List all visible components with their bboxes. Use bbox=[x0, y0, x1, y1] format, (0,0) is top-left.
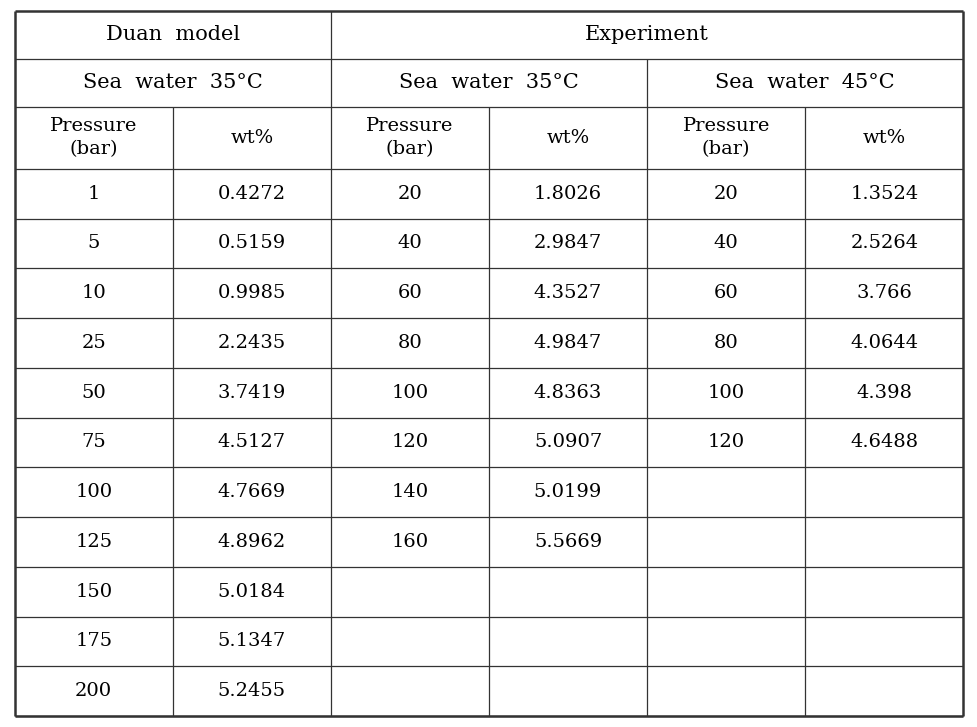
Text: 40: 40 bbox=[713, 235, 738, 252]
Text: Pressure
(bar): Pressure (bar) bbox=[50, 117, 138, 158]
Text: 3.7419: 3.7419 bbox=[218, 384, 285, 402]
Text: 1: 1 bbox=[88, 185, 100, 203]
Text: 100: 100 bbox=[391, 384, 428, 402]
Text: wt%: wt% bbox=[230, 129, 274, 147]
Text: 120: 120 bbox=[391, 433, 428, 451]
Text: wt%: wt% bbox=[862, 129, 905, 147]
Text: 25: 25 bbox=[81, 334, 106, 352]
Text: 125: 125 bbox=[75, 533, 112, 551]
Text: 2.2435: 2.2435 bbox=[218, 334, 285, 352]
Text: Pressure
(bar): Pressure (bar) bbox=[365, 117, 453, 158]
Text: 100: 100 bbox=[75, 483, 112, 501]
Text: Experiment: Experiment bbox=[584, 25, 708, 44]
Text: 20: 20 bbox=[398, 185, 422, 203]
Text: 40: 40 bbox=[398, 235, 422, 252]
Text: 4.8962: 4.8962 bbox=[218, 533, 285, 551]
Text: 1.3524: 1.3524 bbox=[849, 185, 917, 203]
Text: 5.2455: 5.2455 bbox=[218, 682, 285, 700]
Text: 5.0184: 5.0184 bbox=[218, 583, 285, 601]
Text: Pressure
(bar): Pressure (bar) bbox=[682, 117, 769, 158]
Text: 100: 100 bbox=[707, 384, 743, 402]
Text: 5.1347: 5.1347 bbox=[218, 632, 285, 651]
Text: 75: 75 bbox=[81, 433, 106, 451]
Text: 1.8026: 1.8026 bbox=[533, 185, 602, 203]
Text: wt%: wt% bbox=[546, 129, 589, 147]
Text: 4.398: 4.398 bbox=[856, 384, 912, 402]
Text: 4.5127: 4.5127 bbox=[218, 433, 285, 451]
Text: 60: 60 bbox=[713, 284, 738, 302]
Text: 50: 50 bbox=[81, 384, 106, 402]
Text: 4.0644: 4.0644 bbox=[849, 334, 917, 352]
Text: 60: 60 bbox=[398, 284, 422, 302]
Text: 2.5264: 2.5264 bbox=[849, 235, 917, 252]
Text: 80: 80 bbox=[398, 334, 422, 352]
Text: 150: 150 bbox=[75, 583, 112, 601]
Text: 0.9985: 0.9985 bbox=[218, 284, 285, 302]
Text: 120: 120 bbox=[707, 433, 743, 451]
Text: 5.5669: 5.5669 bbox=[533, 533, 602, 551]
Text: 200: 200 bbox=[75, 682, 112, 700]
Text: 10: 10 bbox=[81, 284, 106, 302]
Text: Sea  water  45°C: Sea water 45°C bbox=[715, 73, 894, 92]
Text: 20: 20 bbox=[713, 185, 738, 203]
Text: 3.766: 3.766 bbox=[856, 284, 912, 302]
Text: 175: 175 bbox=[75, 632, 112, 651]
Text: 80: 80 bbox=[713, 334, 738, 352]
Text: 140: 140 bbox=[391, 483, 428, 501]
Text: 0.5159: 0.5159 bbox=[218, 235, 285, 252]
Text: 160: 160 bbox=[391, 533, 428, 551]
Text: 4.8363: 4.8363 bbox=[533, 384, 602, 402]
Text: Sea  water  35°C: Sea water 35°C bbox=[83, 73, 263, 92]
Text: 4.6488: 4.6488 bbox=[849, 433, 917, 451]
Text: Duan  model: Duan model bbox=[106, 25, 239, 44]
Text: 5.0907: 5.0907 bbox=[533, 433, 602, 451]
Text: 4.7669: 4.7669 bbox=[218, 483, 285, 501]
Text: 5: 5 bbox=[88, 235, 100, 252]
Text: Sea  water  35°C: Sea water 35°C bbox=[399, 73, 578, 92]
Text: 4.3527: 4.3527 bbox=[533, 284, 602, 302]
Text: 4.9847: 4.9847 bbox=[533, 334, 602, 352]
Text: 5.0199: 5.0199 bbox=[533, 483, 602, 501]
Text: 2.9847: 2.9847 bbox=[533, 235, 602, 252]
Text: 0.4272: 0.4272 bbox=[218, 185, 285, 203]
